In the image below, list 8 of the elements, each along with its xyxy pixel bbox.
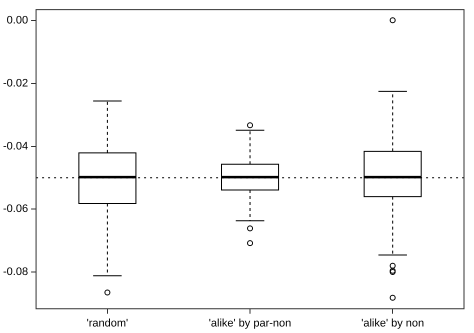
x-tick-label: 'alike' by non (361, 317, 424, 330)
y-tick-label: -0.08 (2, 266, 28, 278)
y-tick-label: -0.06 (2, 203, 28, 216)
y-tick-label: 0.00 (6, 14, 28, 27)
x-tick-label: 'alike' by par-non (208, 317, 292, 330)
y-tick-label: -0.04 (2, 140, 28, 152)
x-tick-label: 'random' (86, 317, 128, 330)
y-tick-label: -0.02 (2, 77, 28, 90)
